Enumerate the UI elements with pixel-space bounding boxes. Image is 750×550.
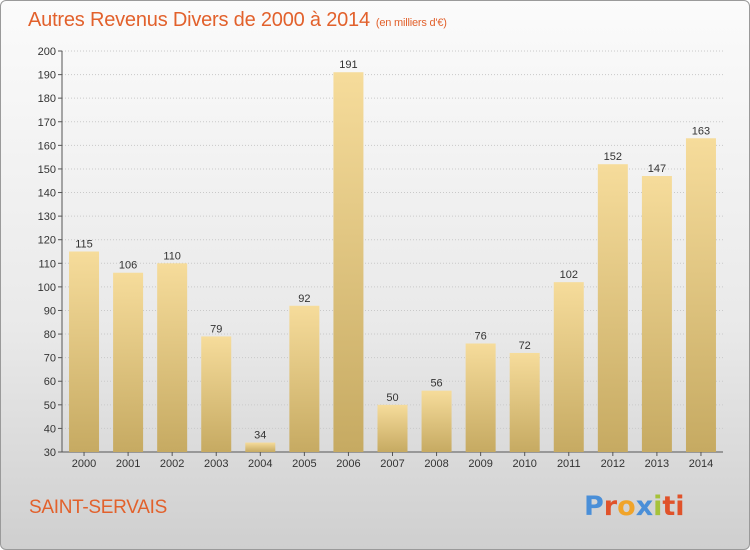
x-tick-label: 2006 <box>336 458 360 470</box>
y-tick-label: 70 <box>44 353 56 365</box>
bar-value-label: 50 <box>386 392 398 404</box>
bar-value-label: 115 <box>75 239 93 251</box>
y-tick-label: 190 <box>38 70 56 82</box>
bar <box>553 282 584 452</box>
y-tick-label: 120 <box>38 235 56 247</box>
bar <box>641 176 672 453</box>
y-tick-label: 180 <box>38 93 56 105</box>
bar-value-label: 102 <box>560 269 578 281</box>
x-tick-label: 2003 <box>204 458 228 470</box>
y-tick-label: 160 <box>38 140 56 152</box>
bar <box>509 352 540 452</box>
y-tick-label: 140 <box>38 188 56 200</box>
y-tick-label: 150 <box>38 164 56 176</box>
bar-value-label: 163 <box>692 125 710 137</box>
logo-letter-x: x <box>635 491 654 522</box>
bar-value-label: 79 <box>210 323 222 335</box>
y-tick-label: 40 <box>44 423 56 435</box>
logo-letter-i: i <box>653 491 663 522</box>
place-name: SAINT-SERVAIS <box>29 497 167 518</box>
bar-value-label: 72 <box>519 340 531 352</box>
y-tick-label: 100 <box>38 282 56 294</box>
chart-subtitle: (en milliers d'€) <box>375 17 447 29</box>
bar-value-label: 152 <box>604 151 622 163</box>
bar-value-label: 56 <box>430 378 442 390</box>
bar <box>465 343 496 452</box>
bar <box>597 164 628 453</box>
y-tick-label: 30 <box>44 447 56 459</box>
y-tick-label: 110 <box>38 258 56 270</box>
bar <box>69 251 100 452</box>
chart-title: Autres Revenus Divers de 2000 à 2014 (en … <box>28 9 447 32</box>
bar <box>201 336 232 452</box>
bar <box>377 404 408 452</box>
x-tick-label: 2014 <box>689 458 713 470</box>
bar-value-label: 92 <box>298 293 310 305</box>
bar-value-label: 106 <box>119 260 137 272</box>
y-tick-label: 80 <box>44 329 56 341</box>
x-tick-label: 2004 <box>248 458 272 470</box>
bar <box>333 72 364 453</box>
y-tick-label: 130 <box>38 211 56 223</box>
x-tick-label: 2005 <box>292 458 316 470</box>
x-tick-label: 2009 <box>468 458 492 470</box>
x-tick-label: 2007 <box>380 458 404 470</box>
x-tick-label: 2013 <box>645 458 669 470</box>
y-tick-label: 200 <box>38 46 56 58</box>
bar <box>157 263 188 452</box>
bar <box>289 305 320 452</box>
logo-letter-o: o <box>617 491 636 522</box>
logo-letter-r: r <box>603 491 618 522</box>
x-tick-label: 2001 <box>116 458 140 470</box>
bar-value-label: 191 <box>339 59 357 71</box>
bar-value-label: 147 <box>648 163 666 175</box>
x-tick-label: 2000 <box>72 458 96 470</box>
x-tick-label: 2010 <box>512 458 536 470</box>
y-tick-label: 90 <box>44 305 56 317</box>
bar <box>113 272 144 452</box>
y-tick-label: 50 <box>44 400 56 412</box>
chart-title-text: Autres Revenus Divers de 2000 à 2014 <box>28 9 370 31</box>
bar <box>685 138 716 452</box>
bar-value-label: 34 <box>254 430 266 442</box>
proxiti-logo: Proxiti <box>584 491 685 522</box>
bar <box>245 442 276 452</box>
x-tick-label: 2011 <box>557 458 581 470</box>
bar <box>421 390 452 452</box>
x-tick-label: 2008 <box>424 458 448 470</box>
y-tick-label: 170 <box>38 117 56 129</box>
logo-letter-ti: ti <box>662 491 685 522</box>
bar-value-label: 110 <box>163 250 181 262</box>
logo-letter-p: P <box>584 491 604 522</box>
x-tick-label: 2002 <box>160 458 184 470</box>
x-tick-label: 2012 <box>601 458 625 470</box>
y-tick-label: 60 <box>44 376 56 388</box>
bar-value-label: 76 <box>475 330 487 342</box>
